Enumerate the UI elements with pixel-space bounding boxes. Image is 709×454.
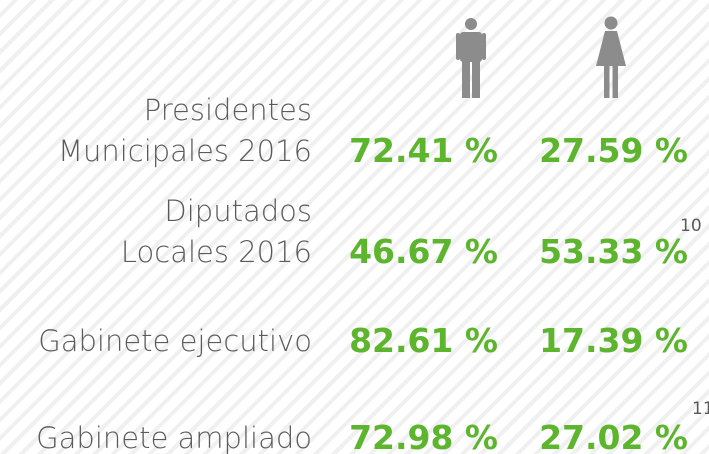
row-label: Gabinete ejecutivo [38,324,312,358]
men-value: 72.98 % [349,418,498,454]
women-value: 53.33 % [539,232,688,271]
row-label: Gabinete ampliado [36,421,312,454]
women-value: 27.02 % [539,418,688,454]
women-value: 27.59 % [539,131,688,170]
men-value: 72.41 % [349,131,498,170]
row-label: Locales 2016 [120,235,312,269]
footnote: 10 [680,216,702,236]
row-label: Presidentes [143,93,312,127]
footnote: 11 [692,399,709,419]
women-value: 17.39 % [539,321,688,360]
row-label: Municipales 2016 [57,134,312,168]
men-value: 82.61 % [349,321,498,360]
men-value: 46.67 % [349,232,498,271]
woman-icon [596,16,626,98]
man-icon [456,18,486,98]
row-label: Diputados [164,194,312,228]
